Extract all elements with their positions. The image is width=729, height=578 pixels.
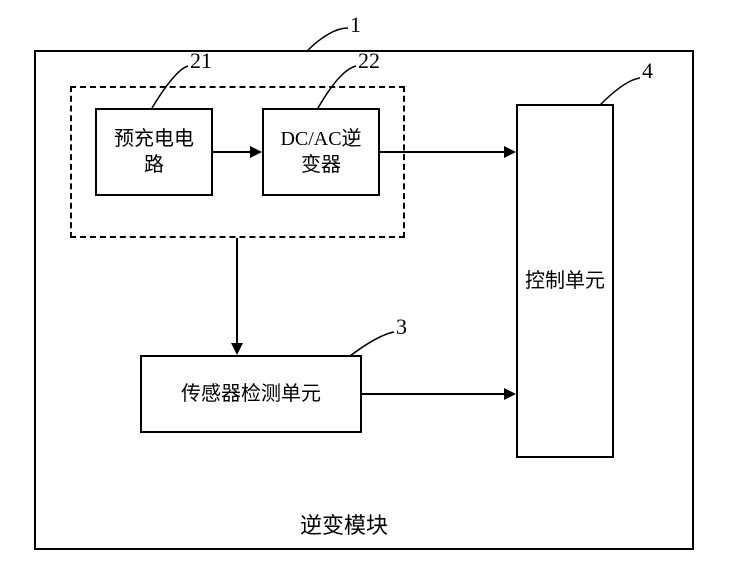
callout-num-3: 3 xyxy=(396,314,407,340)
arrow-precharge-dcac xyxy=(213,151,250,153)
arrow-sensor-control xyxy=(362,393,504,395)
arrowhead-group-sensor xyxy=(231,343,243,355)
arrow-dcac-control xyxy=(380,151,504,153)
precharge-block: 预充电电路 xyxy=(95,108,213,196)
control-block: 控制单元 xyxy=(516,104,614,458)
callout-num-22: 22 xyxy=(358,48,380,74)
sensor-label: 传感器检测单元 xyxy=(181,381,321,407)
dcac-label: DC/AC逆变器 xyxy=(280,126,361,178)
arrowhead-dcac-control xyxy=(504,146,516,158)
precharge-label: 预充电电路 xyxy=(114,126,194,178)
callout-num-1: 1 xyxy=(350,12,361,38)
arrowhead-precharge-dcac xyxy=(250,146,262,158)
dcac-block: DC/AC逆变器 xyxy=(262,108,380,196)
control-label: 控制单元 xyxy=(525,268,605,294)
callout-num-21: 21 xyxy=(190,48,212,74)
sensor-block: 传感器检测单元 xyxy=(140,355,362,433)
callout-num-4: 4 xyxy=(642,58,653,84)
module-title: 逆变模块 xyxy=(300,508,388,540)
arrowhead-sensor-control xyxy=(504,388,516,400)
arrow-group-sensor xyxy=(236,238,238,343)
callout-curve-1 xyxy=(306,28,348,52)
